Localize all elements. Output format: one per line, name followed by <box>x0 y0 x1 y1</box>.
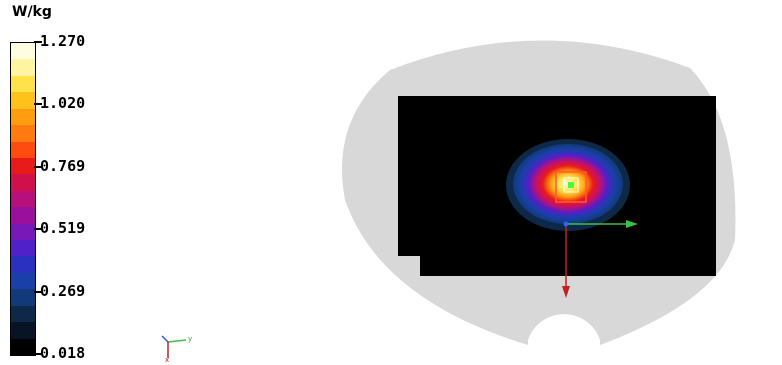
y-axis-arrowhead <box>626 220 638 228</box>
color-scale-segment <box>11 59 35 76</box>
axis-origin <box>563 221 569 227</box>
color-scale-segment <box>11 272 35 290</box>
color-scale-tick-label: 0.018 <box>40 344 86 362</box>
color-scale-tick-label: 0.269 <box>40 281 86 300</box>
color-scale-segment <box>11 75 35 93</box>
color-scale-segment <box>11 223 35 241</box>
color-scale-segment <box>11 43 35 60</box>
orientation-axes-icon: y x <box>161 335 192 362</box>
color-scale-tick <box>34 290 42 293</box>
axes-icon-x-label: x <box>165 356 169 362</box>
unit-label: W/kg <box>12 4 52 20</box>
color-scale-segment <box>11 207 35 224</box>
color-scale-tick-label: 1.270 <box>40 32 86 50</box>
color-scale-tick <box>34 103 42 106</box>
color-scale-segment <box>11 322 35 339</box>
color-scale-segment <box>11 289 35 306</box>
color-scale-segment <box>11 240 35 257</box>
color-scale-segment <box>11 338 35 356</box>
zoom-scan-inner-box <box>563 177 579 193</box>
color-scale-segment <box>11 256 35 273</box>
x-axis-arrowhead <box>562 286 570 298</box>
peak-marker <box>568 182 574 188</box>
color-scale-tick <box>34 165 42 168</box>
color-scale-tick-label: 0.769 <box>40 156 86 175</box>
zoom-scan-box <box>555 171 587 203</box>
axes-icon-y-label: y <box>188 335 192 343</box>
color-scale-segment <box>11 305 35 323</box>
color-scale-tick <box>34 228 42 231</box>
color-scale-segment <box>11 108 35 126</box>
color-scale-tick-label: 1.020 <box>40 94 86 113</box>
color-scale-segment <box>11 174 35 191</box>
color-scale-segment <box>11 190 35 208</box>
color-scale-tick <box>34 41 42 43</box>
color-scale-segment <box>11 125 35 142</box>
color-scale-segment <box>11 157 35 175</box>
color-scale-bar <box>10 42 36 356</box>
color-scale-tick <box>34 353 42 355</box>
color-scale-segment <box>11 92 35 109</box>
color-scale-segment <box>11 141 35 158</box>
color-scale-tick-label: 0.519 <box>40 219 86 238</box>
